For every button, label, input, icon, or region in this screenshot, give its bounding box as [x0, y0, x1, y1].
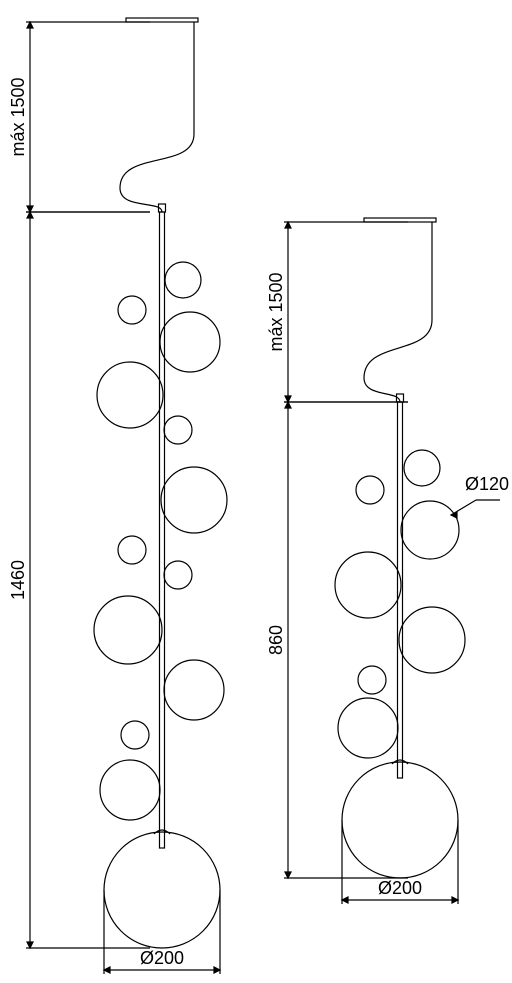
- pendant-large-bubble-7: [164, 561, 192, 589]
- pendant-large-dim-cable: máx 1500: [8, 77, 28, 156]
- pendant-small-dim-bottom-diam: Ø200: [378, 878, 422, 898]
- pendant-large-dim-bottom-diam: Ø200: [140, 948, 184, 968]
- pendant-large-bubble-10: [121, 721, 149, 749]
- pendant-large-bubble-4: [164, 416, 192, 444]
- pendant-large-bubble-6: [118, 536, 146, 564]
- pendant-large-bubble-1: [118, 296, 146, 324]
- technical-drawing: máx 1500 1460 Ø200 máx 1500 860 Ø200 Ø120: [0, 0, 512, 983]
- pendant-small-bubble-4: [399, 607, 465, 673]
- pendant-small-bubble-5: [358, 666, 386, 694]
- pendant-small-bubble-2: [401, 501, 459, 559]
- pendant-large-bubble-0: [165, 262, 201, 298]
- pendant-large-bubble-8: [94, 596, 162, 664]
- pendant-small: máx 1500 860 Ø200 Ø120: [266, 218, 509, 904]
- pendant-small-dim-small-diam: Ø120: [465, 474, 509, 494]
- pendant-small-bubble-6: [338, 698, 398, 758]
- pendant-large-bubble-11: [100, 760, 160, 820]
- pendant-small-bubble-0: [404, 450, 440, 486]
- pendant-small-bubble-1: [356, 476, 384, 504]
- pendant-small-dim-cable: máx 1500: [266, 272, 286, 351]
- pendant-large-bubble-2: [160, 312, 220, 372]
- pendant-large: máx 1500 1460 Ø200: [8, 18, 227, 974]
- pendant-large-bubble-3: [97, 362, 163, 428]
- pendant-small-bubble-3: [335, 552, 401, 618]
- pendant-large-dim-body: 1460: [8, 560, 28, 600]
- pendant-large-bubble-9: [164, 660, 224, 720]
- pendant-small-dim-body: 860: [266, 625, 286, 655]
- pendant-large-bubble-5: [161, 467, 227, 533]
